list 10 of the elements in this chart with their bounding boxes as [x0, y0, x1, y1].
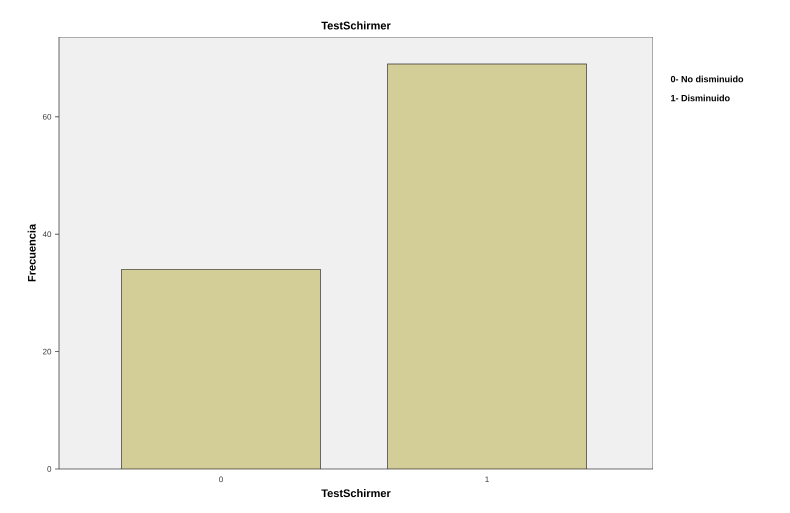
text: 0- No disminuido: [670, 76, 744, 82]
y-axis-title: Frecuencia: [28, 224, 36, 282]
y-tick-label: 0: [47, 466, 52, 472]
chart-title: TestSchirmer: [321, 21, 391, 30]
x-axis-title: TestSchirmer: [321, 489, 391, 498]
y-tick-label: 40: [42, 231, 52, 238]
y-tick-label: 20: [42, 348, 52, 354]
x-tick-label: 1: [485, 476, 489, 482]
text: 1- Disminuido: [671, 94, 730, 102]
y-tick-label: 60: [42, 114, 52, 120]
